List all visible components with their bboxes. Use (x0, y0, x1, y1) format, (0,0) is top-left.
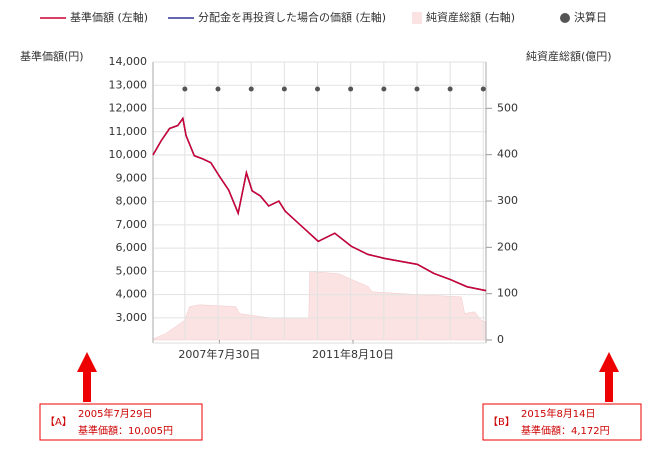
settlement-dot (248, 86, 254, 92)
y-tick-label: 12,000 (109, 102, 148, 115)
y-tick-label: 14,000 (109, 55, 148, 68)
annotation-text: 基準価額：4,172円 (521, 424, 610, 437)
annotation-text: 基準価額：10,005円 (78, 424, 173, 437)
settlement-dot (182, 86, 188, 92)
legend-label: 分配金を再投資した場合の価額 (左軸) (198, 10, 386, 24)
legend-label: 純資産総額 (右軸) (426, 10, 515, 24)
settlement-dot (348, 86, 354, 92)
settlement-dot (480, 86, 486, 92)
legend-swatch (560, 13, 570, 23)
y2-tick-label: 0 (497, 333, 504, 346)
y-axis-title: 基準価額(円) (20, 49, 84, 63)
price-line (152, 116, 487, 292)
annotation-box (39, 403, 203, 441)
annotation-box (482, 403, 642, 441)
y-tick-label: 7,000 (116, 218, 148, 231)
settlement-dot (215, 86, 221, 92)
y2-axis-title: 純資産総額(億円) (526, 49, 612, 63)
y-tick-label: 8,000 (116, 195, 148, 208)
arrow (77, 352, 97, 402)
y-tick-label: 6,000 (116, 241, 148, 254)
y2-tick-label: 300 (497, 194, 518, 207)
settlement-dot (315, 86, 321, 92)
y-tick-label: 4,000 (116, 288, 148, 301)
y-tick-label: 9,000 (116, 171, 148, 184)
settlement-dot (281, 86, 287, 92)
y-tick-label: 10,000 (109, 148, 148, 161)
y2-tick-label: 400 (497, 148, 518, 161)
net-assets-area (152, 271, 487, 341)
y2-tick-label: 100 (497, 287, 518, 300)
legend-label: 基準価額 (左軸) (70, 10, 148, 24)
annotation-tag: 【A】 (45, 416, 72, 428)
annotation-date: 2015年8月14日 (521, 407, 596, 420)
legend-swatch (412, 12, 422, 24)
y2-tick-label: 500 (497, 101, 518, 114)
y-tick-label: 13,000 (109, 78, 148, 91)
x-tick-label: 2011年8月10日 (312, 347, 394, 361)
arrow (599, 352, 619, 402)
annotation-date: 2005年7月29日 (78, 407, 153, 420)
y-tick-label: 3,000 (116, 311, 148, 324)
price-line (152, 116, 487, 292)
settlement-dot (414, 86, 420, 92)
legend-label: 決算日 (574, 10, 607, 24)
settlement-dot (447, 86, 453, 92)
settlement-dot (381, 86, 387, 92)
y2-tick-label: 200 (497, 240, 518, 253)
x-tick-label: 2007年7月30日 (178, 347, 260, 361)
y-tick-label: 11,000 (109, 125, 148, 138)
y-tick-label: 5,000 (116, 264, 148, 277)
annotation-tag: 【B】 (488, 416, 515, 428)
